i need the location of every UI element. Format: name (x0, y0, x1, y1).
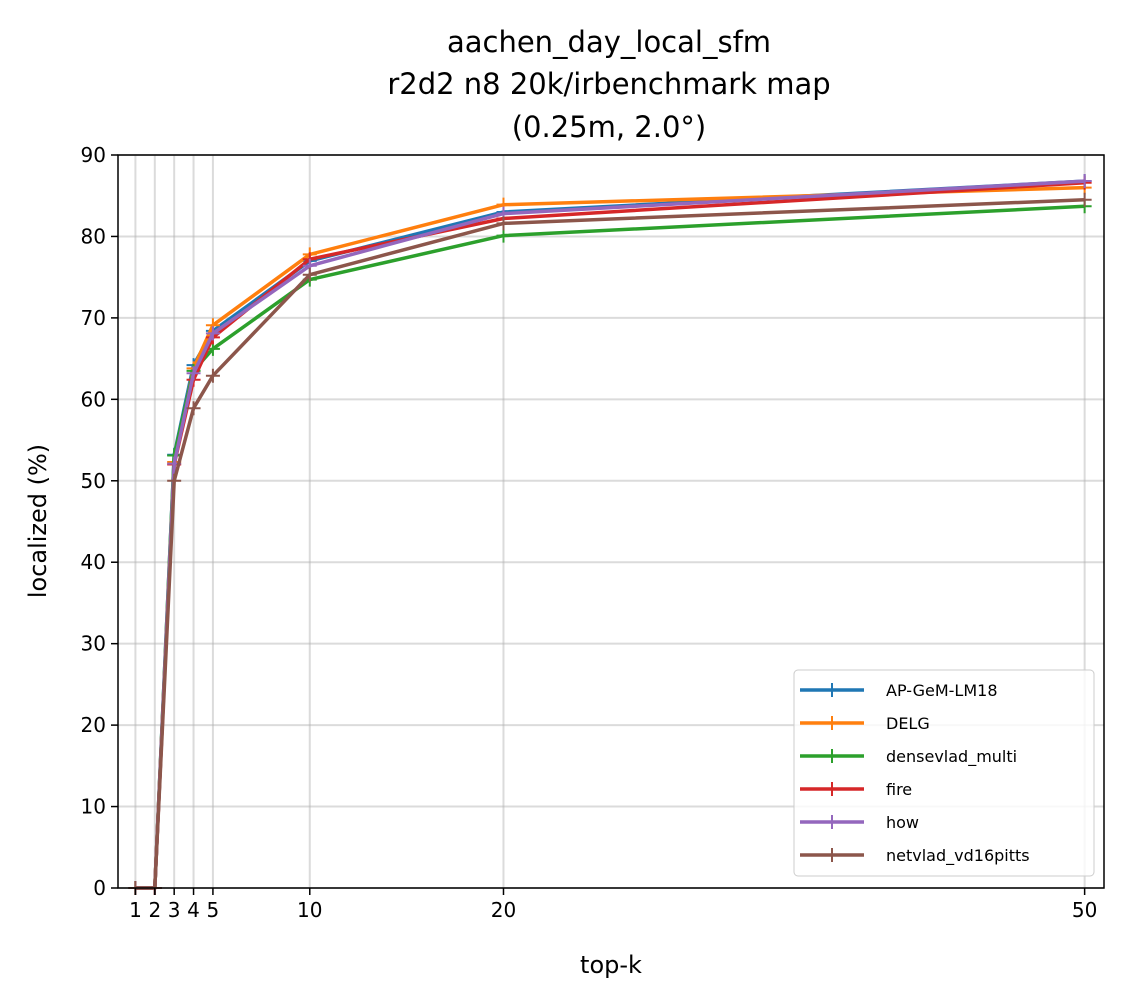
x-tick-label: 3 (168, 898, 181, 922)
y-tick-label: 90 (81, 143, 106, 167)
chart-title-line-3: (0.25m, 2.0°) (512, 110, 707, 144)
x-tick-label: 5 (207, 898, 220, 922)
data-point-marker (186, 401, 201, 416)
data-point-marker (496, 228, 511, 243)
legend-item: netvlad_vd16pitts (800, 846, 1030, 866)
legend-item: how (800, 813, 919, 832)
data-point-marker (1077, 192, 1092, 207)
data-point-marker (496, 216, 511, 231)
axis-ticks: 1 2 3 4 5 10 20 50 0 10 20 30 40 50 60 70 80 90 (81, 143, 1098, 922)
plot-series (128, 174, 1092, 895)
legend-item: fire (800, 780, 912, 799)
legend-label: densevlad_multi (886, 747, 1017, 767)
legend-marker (825, 815, 839, 829)
chart-title-line-2: r2d2 n8 20k/irbenchmark map (387, 67, 830, 101)
legend-marker (825, 716, 839, 730)
x-tick-label: 10 (297, 898, 322, 922)
data-point-marker (167, 473, 182, 488)
legend-label: netvlad_vd16pitts (886, 846, 1030, 866)
data-point-marker (205, 368, 220, 383)
data-point-marker (205, 326, 220, 341)
legend-item: DELG (800, 714, 930, 733)
legend-label: AP-GeM-LM18 (886, 681, 998, 700)
data-point-marker (1077, 174, 1092, 189)
x-axis-label: top-k (580, 951, 642, 979)
x-tick-label: 20 (491, 898, 516, 922)
legend-label: fire (886, 780, 912, 799)
legend-item: AP-GeM-LM18 (800, 681, 998, 700)
y-tick-label: 0 (93, 876, 106, 900)
legend-marker (825, 749, 839, 763)
x-tick-label: 50 (1072, 898, 1097, 922)
series-line (135, 198, 1085, 890)
y-tick-label: 60 (81, 387, 106, 411)
chart-title: aachen_day_local_sfm r2d2 n8 20k/irbench… (387, 25, 830, 144)
legend-item: densevlad_multi (800, 747, 1017, 767)
y-tick-label: 10 (81, 795, 106, 819)
y-tick-label: 20 (81, 713, 106, 737)
legend-marker (825, 683, 839, 697)
legend-box (793, 669, 1095, 877)
y-tick-label: 80 (81, 224, 106, 248)
y-tick-label: 40 (81, 550, 106, 574)
legend-marker (825, 782, 839, 796)
y-tick-label: 50 (81, 469, 106, 493)
y-axis-label: localized (%) (24, 444, 52, 598)
chart-title-line-1: aachen_day_local_sfm (447, 25, 771, 59)
y-tick-label: 70 (81, 306, 106, 330)
x-tick-label: 1 (129, 898, 142, 922)
data-point-marker (302, 267, 317, 282)
y-tick-label: 30 (81, 632, 106, 656)
legend-label: DELG (886, 714, 930, 733)
legend-label: how (886, 813, 919, 832)
x-tick-label: 4 (187, 898, 200, 922)
plot-area-frame (117, 154, 1105, 889)
x-tick-label: 2 (148, 898, 161, 922)
legend-marker (825, 848, 839, 862)
data-point-marker (186, 366, 201, 381)
